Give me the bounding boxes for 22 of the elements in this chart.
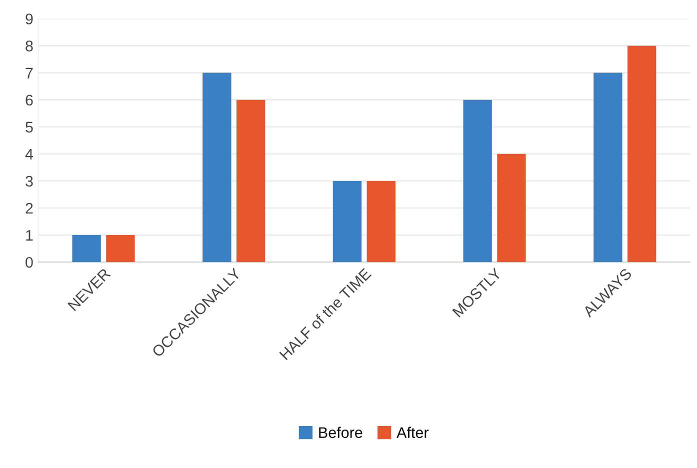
bar — [236, 100, 266, 262]
bar — [463, 100, 492, 262]
y-tick-label: 9 — [26, 14, 33, 24]
legend-label: After — [396, 426, 429, 438]
bar — [366, 180, 396, 262]
y-tick-label: 6 — [26, 94, 33, 106]
y-tick-label: 7 — [26, 68, 33, 78]
y-tick-label: 0 — [26, 256, 33, 268]
bar — [106, 235, 135, 262]
y-tick-label: 1 — [26, 230, 33, 241]
bar — [594, 72, 622, 262]
bar — [497, 154, 526, 262]
bar — [332, 180, 362, 262]
bar — [202, 72, 232, 262]
y-tick-label: 5 — [26, 122, 33, 133]
y-tick-label: 2 — [26, 202, 33, 214]
y-tick-label: 8 — [26, 40, 33, 52]
y-tick-label: 4 — [25, 148, 34, 160]
y-tick-label: 3 — [26, 176, 33, 187]
bar — [627, 46, 656, 262]
legend-label: Before — [319, 426, 362, 438]
bar — [72, 235, 101, 262]
